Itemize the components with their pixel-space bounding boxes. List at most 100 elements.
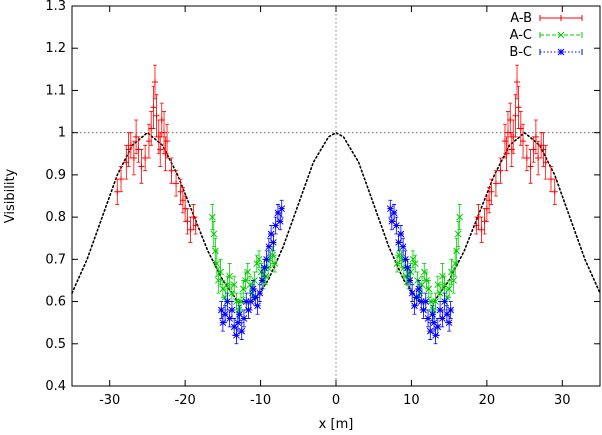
star-marker [434, 323, 442, 331]
star-marker [390, 209, 398, 217]
cross-marker [213, 260, 221, 267]
legend-endcap [539, 15, 583, 21]
cross-marker [244, 268, 252, 276]
cross-marker [451, 260, 459, 267]
star-marker [426, 327, 434, 335]
star-marker [443, 310, 451, 318]
star-marker [399, 243, 407, 251]
plus-marker [473, 222, 480, 229]
y-tick-label: 0.4 [45, 379, 66, 394]
plus-marker [153, 112, 160, 119]
y-tick-label: 0.9 [45, 168, 66, 183]
star-marker [406, 277, 414, 284]
plus-marker [558, 15, 564, 21]
plus-marker [184, 218, 191, 225]
plus-marker [138, 163, 145, 170]
series-a-c [208, 204, 464, 319]
star-marker [240, 315, 248, 322]
star-marker [429, 310, 436, 318]
legend-label: A-B [510, 11, 532, 26]
y-tick-label: 0.7 [45, 252, 66, 267]
star-marker [404, 264, 412, 272]
legend-label: A-C [510, 28, 532, 43]
star-marker [436, 306, 444, 314]
plus-marker [192, 222, 199, 229]
legend-endcap [539, 49, 583, 55]
cross-marker [210, 230, 218, 238]
plus-marker [162, 150, 169, 157]
plus-marker [503, 150, 510, 157]
x-axis-label: x [m] [319, 417, 354, 432]
plus-marker [501, 138, 508, 145]
star-marker [270, 239, 277, 246]
plus-marker [481, 218, 488, 225]
legend-endcap [539, 32, 583, 38]
plus-marker [173, 180, 180, 187]
star-marker [254, 302, 261, 310]
plus-marker [118, 176, 125, 183]
cross-marker [237, 298, 245, 305]
star-marker [224, 298, 231, 305]
star-marker [420, 306, 427, 314]
star-marker [263, 255, 270, 263]
star-marker [408, 289, 416, 297]
plus-marker [164, 138, 171, 145]
star-marker [392, 222, 400, 229]
star-marker [274, 209, 282, 217]
y-axis-label: Visibility [3, 168, 18, 223]
plus-marker [514, 79, 521, 85]
x-tick-label: -10 [250, 393, 271, 408]
plus-marker [527, 163, 534, 170]
model-curve [71, 131, 601, 303]
data-points [114, 64, 558, 345]
plus-marker [151, 79, 158, 85]
star-marker [267, 230, 275, 238]
plus-marker [130, 155, 137, 161]
model-curve-line [71, 131, 601, 303]
y-tick-label: 1 [58, 126, 66, 141]
y-tick-label: 1.3 [45, 0, 66, 14]
star-marker [402, 255, 409, 263]
plus-marker [515, 104, 522, 111]
star-marker [265, 243, 273, 251]
y-tick-label: 0.5 [45, 337, 66, 352]
x-tick-label: 30 [554, 393, 571, 408]
star-marker [219, 319, 227, 327]
star-marker [439, 315, 446, 322]
star-marker [397, 230, 405, 238]
cross-marker [255, 255, 263, 263]
star-marker [238, 327, 246, 335]
plus-marker [492, 180, 499, 187]
x-tick-label: 20 [479, 393, 496, 408]
star-marker [260, 264, 268, 272]
cross-marker [393, 260, 401, 267]
star-marker [249, 285, 257, 293]
legend-label: B-C [509, 45, 532, 60]
star-marker [251, 293, 259, 301]
cross-marker [439, 272, 446, 280]
star-marker [228, 306, 236, 314]
x-tick-label: 10 [403, 393, 420, 408]
plus-marker [508, 146, 515, 153]
star-marker [272, 222, 280, 229]
x-tick-label: -20 [175, 393, 196, 408]
plus-marker [497, 167, 504, 174]
star-marker [415, 285, 423, 293]
legend: A-B A-C B-C [509, 11, 583, 60]
star-marker [245, 306, 252, 314]
plus-marker [504, 129, 511, 136]
plus-marker [535, 155, 542, 161]
star-marker [441, 298, 448, 305]
star-marker [388, 217, 396, 225]
cross-marker [226, 272, 233, 280]
star-marker [445, 319, 453, 327]
cross-marker [427, 298, 435, 305]
axis-ticks: -30 -20 -10 0 10 20 30 0.4 0.5 0.6 0.7 0.8 0.9 1 1.1 1.… [45, 0, 600, 408]
cross-marker [456, 213, 464, 221]
plus-marker [168, 167, 175, 174]
x-tick-label: -30 [99, 393, 120, 408]
series-b-c [217, 199, 455, 345]
cross-marker [448, 268, 455, 276]
y-tick-label: 1.1 [45, 83, 66, 98]
